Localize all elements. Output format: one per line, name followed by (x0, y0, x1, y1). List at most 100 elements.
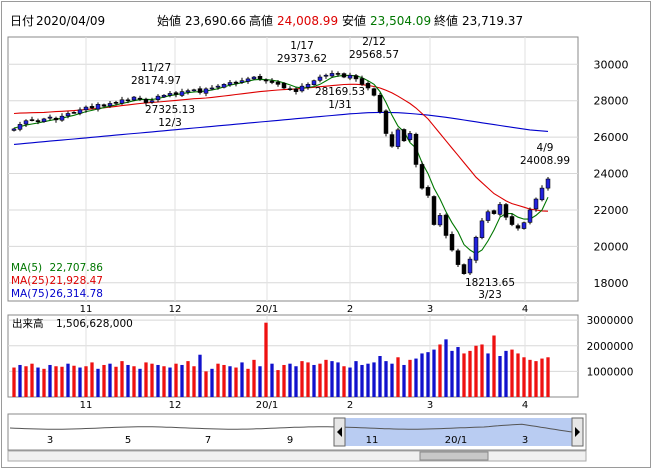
candle-body (101, 104, 107, 107)
volume-bar (24, 366, 28, 397)
volume-y-axis: 3000000 2000000 1000000 (587, 315, 634, 378)
legend-entry-value: 26,314.78 (50, 288, 103, 300)
candle-body (263, 79, 269, 82)
candle-body (419, 164, 425, 189)
candle-body (83, 106, 89, 111)
volume-bar (348, 367, 352, 397)
candle-body (119, 99, 125, 104)
navigator-scrollbar-track[interactable] (7, 450, 587, 462)
volume-bar (504, 350, 508, 397)
volume-bar (228, 366, 232, 397)
volume-bar (234, 367, 238, 397)
volume-bar (492, 335, 496, 397)
volume-bar (480, 344, 484, 397)
candle-body (461, 264, 467, 274)
volume-bar (222, 364, 226, 397)
annotation-value: 27325.13 (145, 104, 195, 116)
volume-bar (264, 322, 268, 397)
volume-bar (510, 349, 514, 397)
volume-bar (414, 358, 418, 397)
candle-body (95, 104, 101, 110)
navigator-x-tick-label: 3 (522, 435, 528, 446)
candle-body (197, 88, 203, 93)
annotation-value: 24008.99 (520, 155, 570, 167)
candle-body (413, 133, 419, 165)
header-high-label: 高値 (249, 13, 273, 28)
legend-entry-name: MA(75) (11, 288, 49, 300)
volume-bar (168, 367, 172, 397)
volume-x-tick-label: 3 (427, 400, 433, 411)
volume-bar (216, 363, 220, 397)
header-open-label: 始値 (157, 13, 181, 28)
volume-bar (372, 362, 376, 397)
candle-body (281, 82, 287, 89)
navigator-scrollbar-thumb[interactable] (419, 451, 489, 461)
header-open: 23,690.66 (185, 14, 246, 28)
candle-body (323, 74, 329, 77)
header-high: 24,008.99 (277, 14, 338, 28)
volume-bar (474, 345, 478, 397)
candle-body (455, 250, 461, 265)
candle-body (215, 85, 221, 88)
volume-bar (114, 366, 118, 397)
header-low-label: 安値 (342, 13, 366, 28)
candle-body (335, 73, 341, 75)
candle-body (467, 258, 473, 274)
candle-body (227, 82, 233, 86)
price-y-tick-label: 24000 (594, 168, 629, 181)
volume-bar (198, 354, 202, 397)
legend-entry-value: 21,928.47 (50, 275, 103, 287)
navigator-selection[interactable] (342, 418, 574, 446)
volume-bar (60, 366, 64, 397)
volume-latest-value: 1,506,628,000 (56, 318, 133, 330)
navigator-x-axis: 3 5 7 9 11 20/1 3 (47, 435, 528, 446)
volume-bar (270, 363, 274, 397)
candle-body (11, 128, 17, 131)
volume-bar (498, 356, 502, 397)
candle-body (173, 92, 179, 95)
volume-x-tick-label: 12 (169, 400, 182, 411)
volume-bar (54, 366, 58, 397)
candle-body (203, 88, 209, 94)
annotation-date: 12/3 (158, 117, 182, 129)
candle-body (179, 91, 185, 96)
legend-entry-value: 22,707.86 (50, 262, 104, 274)
volume-bar (192, 366, 196, 397)
price-x-axis: 11 12 20/1 2 3 4 (80, 304, 529, 315)
volume-bar (18, 364, 22, 397)
navigator[interactable]: 3 5 7 9 11 20/1 3 (7, 413, 587, 462)
candle-body (191, 89, 197, 92)
candle-body (407, 133, 413, 140)
price-y-tick-label: 22000 (594, 204, 629, 217)
annotation-date: 1/31 (328, 99, 352, 111)
navigator-right-arrow-icon (575, 427, 580, 437)
volume-bar (312, 364, 316, 397)
volume-bar (66, 363, 70, 397)
candle-body (371, 88, 377, 96)
candle-body (299, 85, 305, 92)
volume-x-tick-label: 11 (80, 400, 93, 411)
volume-bar (402, 364, 406, 397)
volume-bar (528, 359, 532, 397)
candle-body (485, 211, 491, 221)
volume-bar (240, 362, 244, 397)
header-date-label: 日付 (10, 14, 34, 28)
candle-body (383, 110, 389, 134)
candle-body (395, 129, 401, 147)
volume-bar (282, 364, 286, 397)
price-x-tick-label: 11 (80, 304, 93, 315)
candle-body (365, 82, 371, 89)
candle-body (65, 113, 71, 117)
price-x-tick-label: 20/1 (256, 304, 278, 315)
volume-bar (408, 359, 412, 397)
price-grid (8, 37, 578, 301)
volume-bar (426, 352, 430, 397)
candle-body (533, 198, 539, 210)
candle-body (359, 78, 365, 85)
volume-bar (306, 362, 310, 397)
volume-bar (534, 361, 538, 397)
volume-x-tick-label: 2 (347, 400, 353, 411)
volume-bar (48, 364, 52, 397)
volume-bar (444, 339, 448, 397)
